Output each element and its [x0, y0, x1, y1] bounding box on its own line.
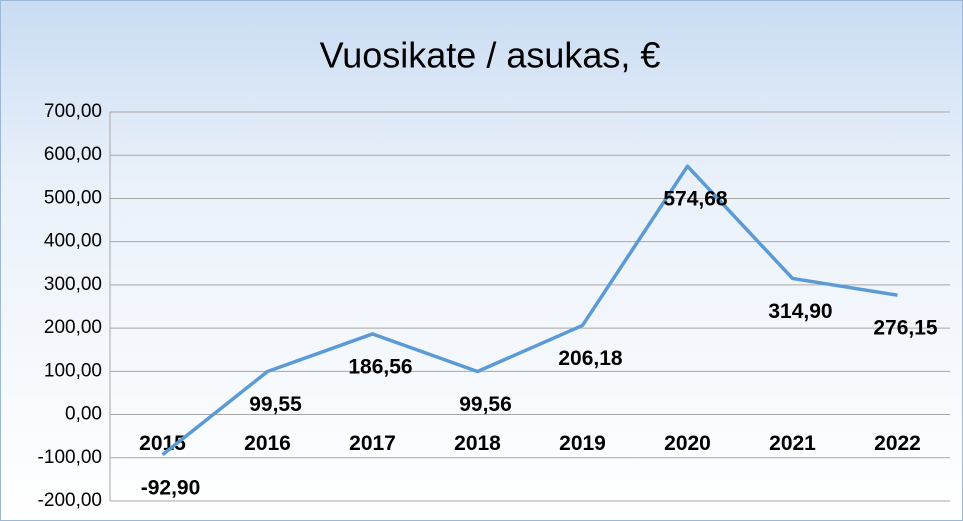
y-tick-label: 400,00 — [44, 231, 102, 252]
x-tick-label: 2019 — [559, 432, 606, 455]
x-tick-label: 2020 — [664, 432, 711, 455]
line-series — [161, 164, 898, 457]
x-tick-label: 2022 — [874, 432, 921, 455]
data-label: 99,55 — [249, 393, 302, 416]
data-label: 99,56 — [459, 393, 512, 416]
y-tick-label: 0,00 — [65, 404, 102, 425]
x-tick-label: 2021 — [769, 432, 816, 455]
y-tick-label: 300,00 — [44, 274, 102, 295]
x-tick-label: 2017 — [349, 432, 396, 455]
data-label: -92,90 — [141, 476, 201, 499]
y-tick-label: 700,00 — [44, 101, 102, 122]
data-label: 186,56 — [348, 355, 412, 378]
y-tick-label: 600,00 — [44, 144, 102, 165]
y-tick-label: 500,00 — [44, 187, 102, 208]
data-label: 206,18 — [558, 347, 623, 370]
x-tick-label: 2016 — [244, 432, 291, 455]
x-tick-label: 2015 — [139, 432, 186, 455]
data-label: 276,15 — [873, 317, 938, 340]
y-tick-label: 200,00 — [44, 317, 102, 338]
y-tick-label: 100,00 — [44, 360, 102, 381]
data-label: 574,68 — [663, 188, 728, 211]
y-tick-label: -200,00 — [38, 490, 102, 511]
y-tick-label: -100,00 — [38, 447, 102, 468]
x-tick-label: 2018 — [454, 432, 501, 455]
chart-title: Vuosikate / asukas, € — [320, 35, 661, 76]
data-label: 314,90 — [768, 300, 832, 323]
